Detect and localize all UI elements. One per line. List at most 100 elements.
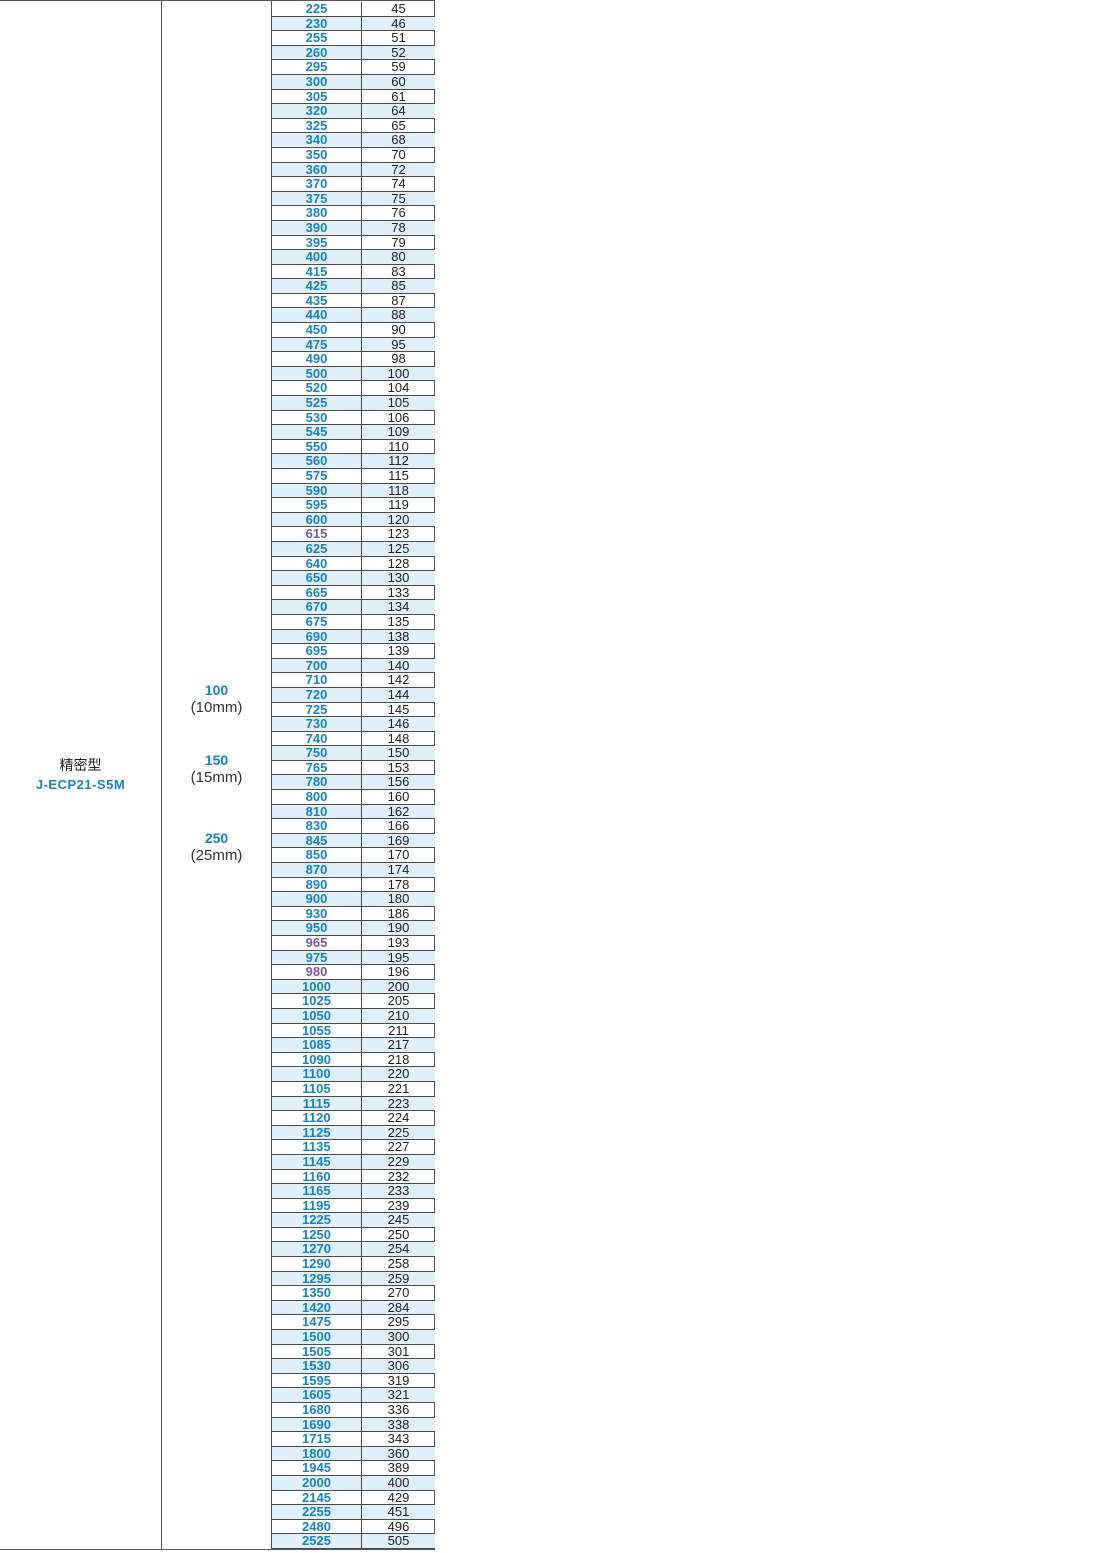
table-row: 500 100 (272, 365, 435, 382)
belt-length: 360 (305, 161, 328, 177)
teeth-count: 295 (387, 1314, 410, 1330)
cell-divider (361, 1432, 362, 1446)
teeth-count: 227 (387, 1139, 410, 1155)
cell-divider (361, 191, 362, 206)
cell-divider (361, 1300, 362, 1315)
cell-divider (361, 1008, 362, 1023)
cell-divider (361, 1359, 362, 1373)
table-row: 230 46 (272, 16, 435, 32)
table-row: 890 178 (272, 876, 435, 893)
table-row: 750 150 (272, 746, 435, 761)
table-row: 475 95 (272, 337, 435, 353)
table-row: 2000 400 (272, 1475, 435, 1491)
cell-divider (361, 454, 362, 468)
belt-length: 765 (305, 759, 328, 775)
length-teeth-list: 225 45 230 46 255 51 260 52 295 59 300 60 305 61 320 64… (272, 2, 435, 1549)
teeth-count: 300 (387, 1329, 410, 1345)
belt-length: 350 (305, 146, 328, 162)
belt-length: 525 (305, 395, 328, 411)
belt-length: 1160 (302, 1168, 331, 1184)
belt-length: 1680 (302, 1402, 331, 1417)
teeth-count: 45 (391, 1, 406, 16)
belt-length: 975 (305, 949, 328, 965)
cell-divider (361, 147, 362, 162)
belt-length: 440 (305, 307, 328, 323)
table-row: 765 153 (272, 759, 435, 776)
table-row: 1160 232 (272, 1168, 435, 1185)
width-cell: 100 (10mm) 150 (15mm) 250 (25mm) (162, 0, 271, 1550)
cell-divider (361, 921, 362, 935)
cell-divider (361, 600, 362, 614)
teeth-count: 505 (387, 1533, 410, 1549)
belt-length: 395 (305, 234, 328, 250)
cell-divider (361, 410, 362, 425)
belt-length: 980 (305, 964, 328, 980)
belt-length: 520 (305, 380, 328, 396)
cell-divider (361, 1388, 362, 1402)
belt-length: 800 (305, 789, 328, 805)
table-row: 1055 211 (272, 1022, 435, 1039)
belt-length: 850 (305, 847, 328, 863)
cell-divider (361, 1154, 362, 1169)
belt-length: 1100 (302, 1066, 331, 1082)
table-row: 2525 505 (272, 1534, 435, 1549)
belt-length: 560 (305, 453, 328, 469)
teeth-count: 336 (387, 1402, 410, 1417)
table-row: 1115 223 (272, 1096, 435, 1112)
table-row: 1195 239 (272, 1197, 435, 1214)
teeth-count: 88 (391, 307, 406, 323)
table-row: 1505 301 (272, 1343, 435, 1360)
teeth-count: 301 (387, 1343, 410, 1359)
cell-divider (361, 279, 362, 293)
cell-divider (361, 235, 362, 250)
belt-length: 700 (305, 657, 328, 673)
teeth-count: 59 (391, 59, 406, 75)
table-row: 810 162 (272, 803, 435, 820)
teeth-count: 120 (387, 511, 410, 527)
column-divider (271, 0, 272, 1550)
cell-divider (361, 614, 362, 629)
table-row: 830 166 (272, 819, 435, 834)
belt-length: 720 (305, 686, 328, 702)
teeth-count: 239 (387, 1197, 410, 1213)
teeth-count: 162 (387, 803, 410, 819)
cell-divider (361, 1505, 362, 1519)
cell-divider (361, 1242, 362, 1257)
table-row: 320 64 (272, 104, 435, 119)
table-row: 440 88 (272, 307, 435, 324)
table-row: 640 128 (272, 555, 435, 572)
teeth-count: 178 (387, 876, 410, 892)
belt-length: 325 (305, 117, 328, 133)
table-row: 490 98 (272, 352, 435, 367)
teeth-count: 60 (391, 73, 406, 89)
cell-divider (361, 293, 362, 308)
table-row: 1350 270 (272, 1286, 435, 1301)
table-row: 1800 360 (272, 1446, 435, 1462)
belt-length: 890 (305, 876, 328, 892)
table-row: 975 195 (272, 949, 435, 966)
table-row: 545 109 (272, 425, 435, 440)
teeth-count: 205 (387, 993, 410, 1009)
teeth-count: 100 (387, 365, 410, 381)
teeth-count: 270 (387, 1285, 410, 1301)
table-row: 1530 306 (272, 1359, 435, 1374)
cell-divider (361, 1257, 362, 1271)
table-row: 850 170 (272, 847, 435, 864)
cell-divider (361, 585, 362, 600)
teeth-count: 106 (387, 409, 410, 425)
table-row: 1125 225 (272, 1125, 435, 1141)
belt-length: 415 (305, 263, 328, 279)
cell-divider (361, 1315, 362, 1330)
teeth-count: 211 (388, 1022, 409, 1038)
belt-length: 260 (305, 44, 328, 60)
table-row: 1165 233 (272, 1184, 435, 1199)
belt-length: 640 (305, 555, 328, 571)
belt-length: 1165 (302, 1183, 331, 1199)
belt-length: 600 (305, 511, 328, 527)
table-row: 530 106 (272, 409, 435, 426)
table-row: 550 110 (272, 439, 435, 455)
table-row: 340 68 (272, 133, 435, 148)
table-row: 725 145 (272, 702, 435, 718)
teeth-count: 130 (387, 570, 410, 586)
teeth-count: 115 (388, 468, 409, 483)
